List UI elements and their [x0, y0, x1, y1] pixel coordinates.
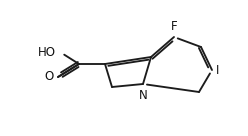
- Text: HO: HO: [38, 46, 56, 58]
- Text: O: O: [45, 70, 54, 84]
- Text: I: I: [216, 64, 219, 76]
- Text: F: F: [171, 20, 177, 33]
- Text: N: N: [139, 89, 147, 102]
